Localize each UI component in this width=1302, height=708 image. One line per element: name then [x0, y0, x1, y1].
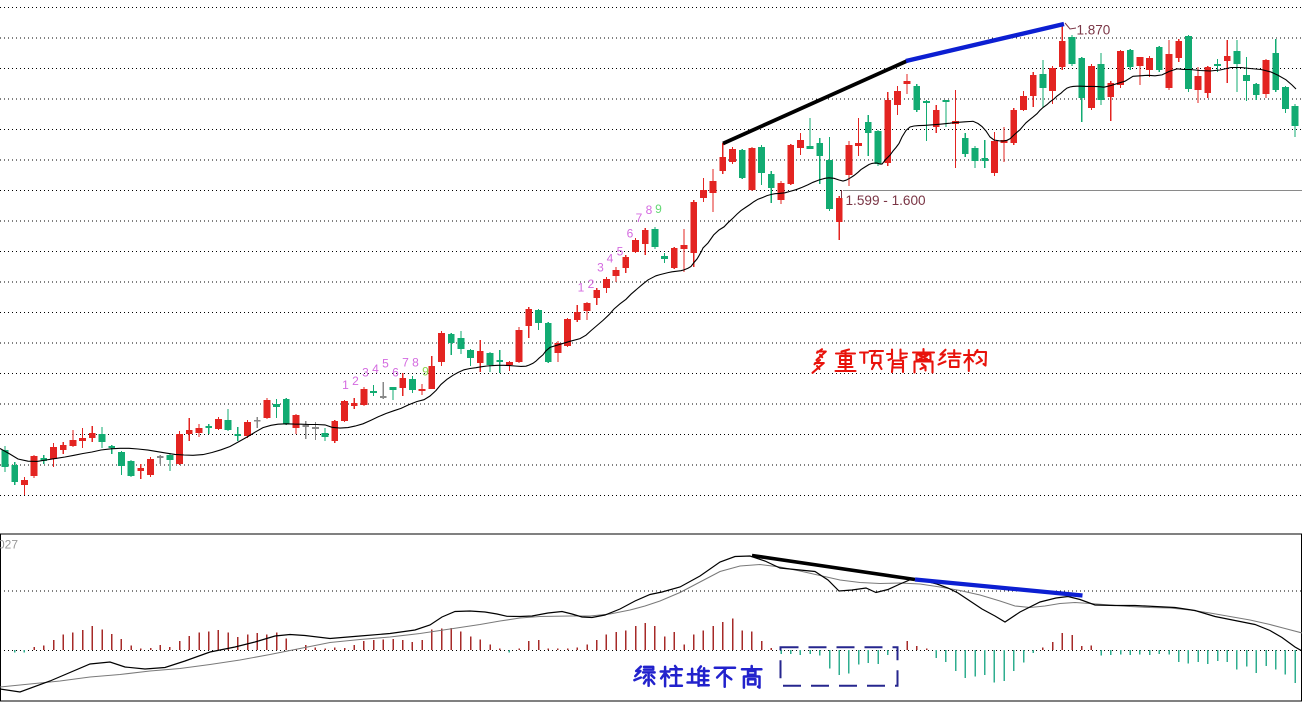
svg-text:8: 8	[412, 356, 419, 370]
svg-text:2: 2	[352, 374, 359, 388]
svg-text:9: 9	[655, 202, 662, 216]
svg-text:7: 7	[636, 211, 643, 225]
svg-text:2: 2	[588, 277, 595, 291]
svg-text:5: 5	[617, 245, 624, 259]
svg-text:1.870: 1.870	[1077, 23, 1111, 38]
svg-text:9: 9	[422, 365, 429, 379]
svg-text:1: 1	[342, 378, 349, 392]
svg-text:4: 4	[372, 362, 379, 376]
svg-text:7: 7	[402, 356, 409, 370]
svg-text:6: 6	[392, 366, 399, 380]
svg-text:3: 3	[597, 261, 604, 275]
svg-text:5: 5	[382, 357, 389, 371]
svg-text:1.599 - 1.600: 1.599 - 1.600	[846, 193, 927, 208]
svg-text:8: 8	[646, 203, 653, 217]
svg-text:6: 6	[627, 227, 634, 241]
svg-text:4: 4	[607, 252, 614, 266]
svg-text:027: 027	[0, 538, 18, 552]
svg-text:3: 3	[362, 366, 369, 380]
svg-text:1: 1	[578, 281, 585, 295]
